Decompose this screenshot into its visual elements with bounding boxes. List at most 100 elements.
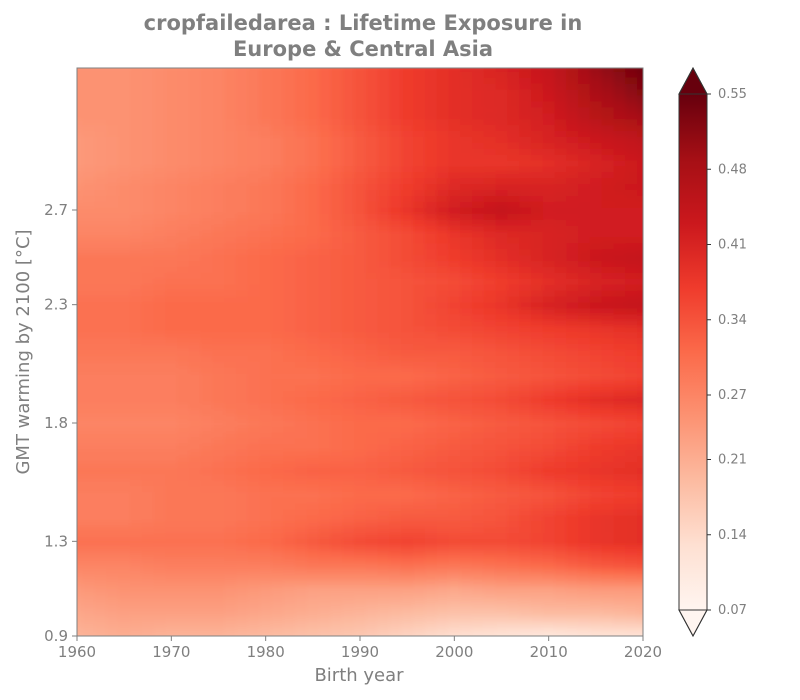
heatmap-cell [637,354,643,362]
heatmap-cell [82,372,96,380]
heatmap-cell [448,337,462,344]
heatmap-cell [530,562,544,569]
heatmap-cell [118,295,131,303]
heatmap-cell [271,372,285,380]
heatmap-cell [318,289,332,297]
heatmap-cell [82,408,96,415]
heatmap-cell [342,153,355,161]
heatmap-cell [413,272,426,279]
heatmap-cell [554,171,568,179]
heatmap-cell [424,70,438,78]
heatmap-cell [271,508,285,516]
heatmap-cell [589,473,603,481]
heatmap-cell [130,573,143,581]
heatmap-cell [342,585,355,593]
heatmap-cell [118,420,131,427]
heatmap-cell [212,82,226,90]
heatmap-cell [507,189,520,197]
heatmap-cell [82,354,96,362]
heatmap-cell [236,124,249,131]
heatmap-cell [118,278,131,285]
heatmap-cell [377,171,391,179]
heatmap-cell [165,514,179,522]
heatmap-cell [177,573,190,581]
heatmap-cell [189,473,202,481]
heatmap-cell [495,82,509,90]
heatmap-cell [247,443,261,451]
heatmap-cell [401,402,414,410]
heatmap-cell [613,573,627,581]
heatmap-cell [354,585,367,593]
heatmap-cell [118,141,131,149]
heatmap-cell [637,230,643,238]
heatmap-cell [200,390,214,398]
heatmap-cell [271,68,285,72]
heatmap-cell [483,467,497,475]
heatmap-cell [200,82,214,90]
heatmap-cell [424,130,438,137]
heatmap-cell [259,615,273,623]
heatmap-cell [177,591,190,599]
heatmap-cell [212,491,226,498]
heatmap-cell [330,130,344,137]
heatmap-cell [271,366,285,374]
heatmap-cell [507,390,520,398]
heatmap-cell [413,396,426,404]
heatmap-cell [637,124,643,131]
heatmap-cell [177,76,190,84]
heatmap-cell [365,420,379,427]
heatmap-cell [259,68,273,72]
heatmap-cell [365,633,379,636]
heatmap-cell [578,112,591,120]
heatmap-cell [247,449,261,457]
heatmap-cell [106,165,120,173]
heatmap-cell [413,473,426,481]
heatmap-cell [460,360,473,368]
heatmap-cell [153,579,167,587]
heatmap-cell [460,343,473,350]
heatmap-cell [141,420,155,427]
heatmap-cell [77,325,84,333]
heatmap-cell [601,597,615,605]
heatmap-cell [413,354,426,362]
heatmap-cell [542,82,556,90]
heatmap-cell [601,591,615,599]
heatmap-cell [271,544,285,552]
heatmap-cell [295,514,308,522]
heatmap-cell [259,567,273,575]
heatmap-cell [330,278,344,285]
heatmap-cell [141,94,155,102]
heatmap-cell [354,378,367,386]
heatmap-cell [77,76,84,84]
heatmap-cell [130,189,143,197]
heatmap-cell [212,319,226,327]
heatmap-cell [401,242,414,250]
heatmap-cell [189,159,202,167]
heatmap-cell [613,266,627,273]
heatmap-cell [554,567,568,575]
heatmap-cell [77,538,84,546]
heatmap-cell [224,467,237,475]
heatmap-cell [342,70,355,78]
heatmap-cell [554,431,568,439]
heatmap-cell [177,159,190,167]
heatmap-cell [342,420,355,427]
heatmap-cell [589,272,603,279]
heatmap-cell [448,633,462,636]
heatmap-cell [165,378,179,386]
heatmap-cell [637,325,643,333]
heatmap-cell [354,289,367,297]
heatmap-cell [589,514,603,522]
heatmap-cell [495,230,509,238]
heatmap-cell [200,360,214,368]
heatmap-cell [507,124,520,131]
heatmap-cell [448,597,462,605]
heatmap-cell [212,431,226,439]
heatmap-cell [613,414,627,421]
heatmap-cell [306,218,320,226]
heatmap-cell [224,100,237,108]
heatmap-cell [401,550,414,557]
heatmap-cell [530,136,544,143]
heatmap-cell [153,283,167,291]
heatmap-cell [460,485,473,492]
